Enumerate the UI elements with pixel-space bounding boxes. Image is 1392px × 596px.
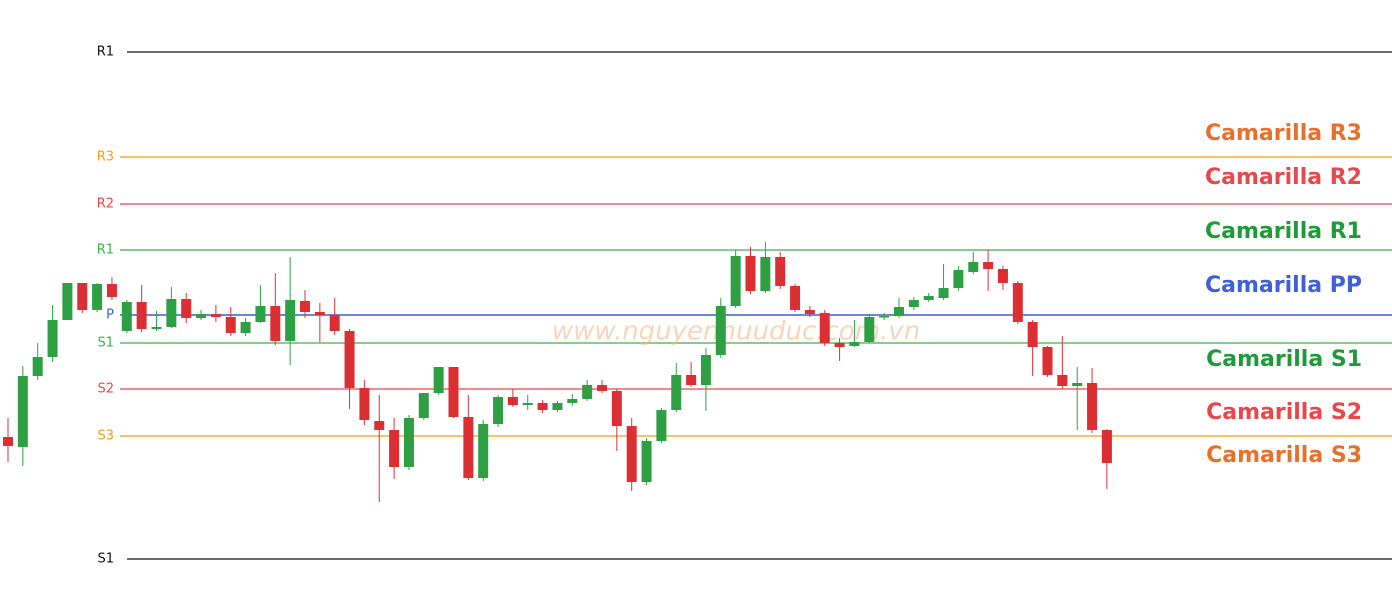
candle-body (47, 320, 58, 357)
candle-body (300, 301, 310, 312)
candle-body (923, 296, 934, 300)
candle-body (671, 375, 682, 410)
candle-body (686, 375, 697, 385)
candle-body (403, 418, 414, 467)
candle-body (626, 426, 637, 482)
candle-body (641, 441, 652, 482)
candle-body (730, 256, 741, 306)
candle-body (121, 302, 132, 331)
candle-body (864, 317, 875, 342)
level-label: S3 (97, 429, 114, 444)
level-label: R3 (97, 150, 114, 165)
candle-body (463, 417, 474, 478)
candle-body (389, 430, 400, 467)
candle-body (433, 367, 444, 393)
candle-body (938, 288, 949, 298)
candle-body (374, 421, 385, 430)
level-label: R1 (97, 243, 114, 258)
candle-body (255, 306, 266, 322)
candle-body (582, 385, 593, 399)
candle-body (804, 310, 815, 314)
candle-body (359, 388, 370, 420)
candle-body (1057, 375, 1068, 386)
candle-body (270, 306, 281, 341)
candle-body (790, 286, 801, 310)
candle-body (597, 385, 607, 391)
candle-body (106, 284, 117, 297)
annotation: Camarilla R2 (1205, 165, 1362, 190)
level-label: S1 (97, 336, 114, 351)
annotation: Camarilla S1 (1206, 347, 1362, 372)
level-label: R2 (97, 197, 114, 212)
candle-body (77, 283, 88, 310)
candle-body (151, 327, 162, 329)
candle-body (552, 403, 563, 410)
candle-body (715, 306, 726, 355)
level-label: S2 (97, 382, 114, 397)
candle-body (1087, 383, 1098, 430)
candle-body (210, 314, 221, 317)
candle-body (17, 376, 28, 447)
candle-body (522, 403, 533, 405)
level-label: S1 (97, 552, 114, 567)
level-label: P (106, 308, 114, 323)
candle-body (448, 367, 459, 417)
candle-body (166, 299, 177, 327)
candle-body (344, 331, 355, 388)
candle-body (1027, 322, 1038, 347)
candle-body (656, 410, 667, 441)
candle-body (240, 322, 251, 333)
annotation: Camarilla S2 (1206, 400, 1362, 425)
candle-body (611, 391, 622, 426)
candle-body (760, 257, 771, 291)
candle-body (62, 283, 73, 320)
candle-body (953, 270, 964, 288)
level-label: R1 (97, 45, 114, 60)
candle-body (1101, 430, 1112, 463)
candle-body (92, 284, 103, 310)
candle-body (983, 262, 994, 269)
candle-body (894, 307, 904, 316)
candle-body (418, 393, 429, 418)
candle-body (507, 397, 518, 405)
candle-body (997, 269, 1008, 283)
candle-body (745, 256, 756, 291)
candle-body (478, 424, 489, 478)
candle-body (819, 313, 830, 343)
candle-body (196, 314, 207, 318)
candle-body (1042, 347, 1053, 375)
candle-body (537, 403, 548, 410)
candle-body (1072, 383, 1083, 386)
annotation: Camarilla S3 (1206, 443, 1362, 468)
candle-body (136, 302, 147, 329)
candle-body (314, 312, 325, 315)
annotation: Camarilla R3 (1205, 121, 1362, 146)
candle-body (181, 299, 192, 318)
annotation: Camarilla PP (1205, 273, 1362, 298)
candle-body (849, 342, 860, 346)
candle-body (908, 300, 919, 307)
watermark: www.nguyenhuuduc.com.vn (552, 317, 920, 347)
candle-body (700, 355, 711, 385)
candle-body (834, 343, 845, 347)
candle-body (493, 397, 504, 424)
candle-body (32, 357, 43, 376)
candle-body (567, 399, 578, 403)
candle-body (879, 316, 890, 318)
candle-body (3, 437, 13, 446)
candle-body (285, 300, 296, 341)
candle-body (968, 262, 979, 272)
annotation: Camarilla R1 (1205, 219, 1362, 244)
candle-body (775, 257, 786, 286)
candle-body (1012, 283, 1023, 322)
candle-body (329, 315, 340, 331)
candle-body (225, 317, 236, 333)
